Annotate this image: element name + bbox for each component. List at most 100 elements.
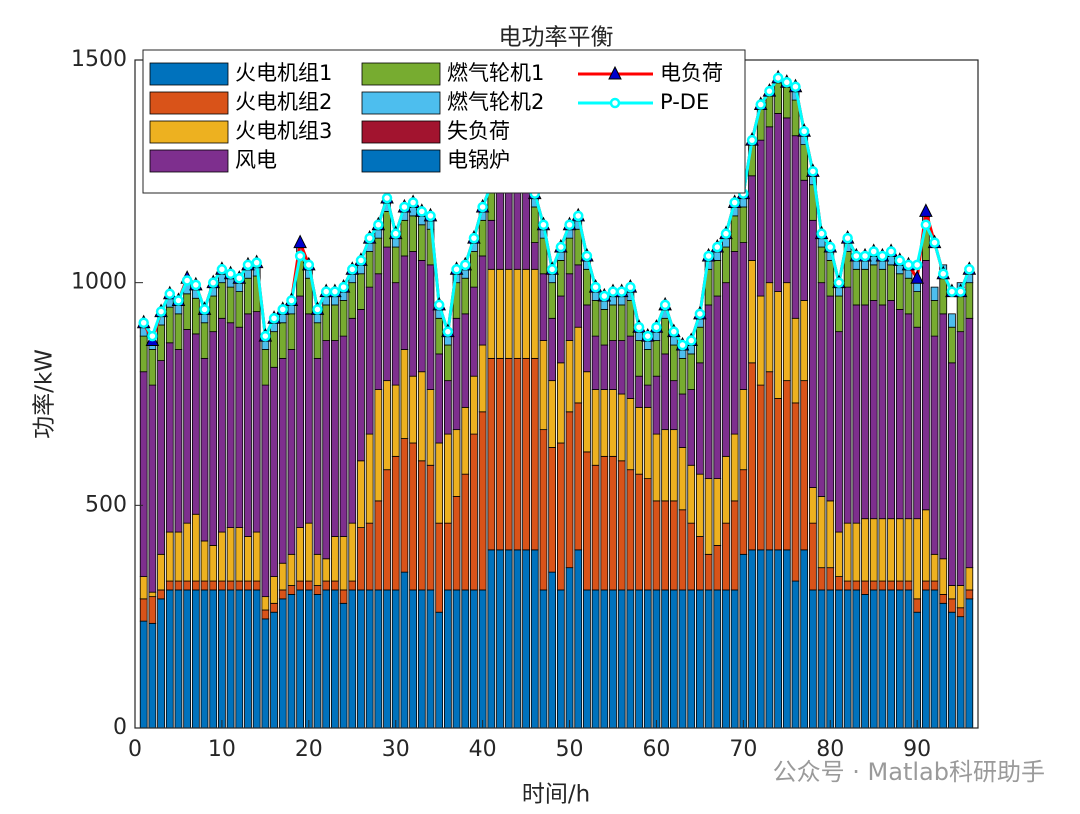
bar-segment [635, 406, 643, 475]
bar-segment [252, 589, 261, 729]
x-tick-label: 40 [469, 737, 497, 762]
bar-segment [826, 589, 835, 729]
bar-segment [956, 331, 965, 586]
bar-segment [965, 589, 974, 600]
bar-segment [609, 389, 617, 457]
marker [685, 335, 697, 346]
bar-segment [139, 371, 148, 577]
bar-segment [809, 219, 817, 488]
marker [764, 85, 775, 97]
bar-segment [435, 522, 444, 613]
marker [216, 264, 228, 275]
bar-segment [244, 536, 252, 582]
bar-segment [791, 135, 800, 319]
bar-segment [200, 357, 209, 542]
bar-segment [956, 585, 965, 609]
bar-segment [843, 522, 852, 582]
bar-segment [270, 366, 278, 577]
marker [425, 210, 436, 222]
bar-segment [443, 433, 452, 524]
bar-segment [157, 553, 165, 591]
marker [712, 241, 723, 253]
bar-segment [304, 313, 313, 524]
bar-segment [183, 580, 192, 591]
bar-segment [183, 589, 192, 729]
bar-segment [365, 522, 374, 591]
marker [599, 290, 610, 302]
bar-segment [835, 576, 843, 591]
bar-segment [461, 473, 470, 591]
bar-segment [522, 357, 530, 551]
bar-segment [313, 322, 322, 359]
bar-segment [574, 549, 583, 729]
bar-segment [678, 509, 687, 591]
bar-segment [861, 594, 869, 729]
bar-segment [556, 259, 565, 297]
bar-segment [391, 282, 400, 386]
bar-segment [278, 562, 287, 591]
legend-swatch [361, 149, 441, 173]
bar-segment [739, 469, 748, 555]
bar-segment [296, 589, 305, 729]
bar-segment [930, 553, 939, 582]
bar-segment [852, 268, 861, 306]
bar-segment [869, 589, 878, 729]
bar-segment [357, 273, 365, 310]
bar-segment [583, 451, 591, 591]
bar-segment [391, 455, 400, 591]
x-tick-label: 80 [816, 737, 844, 762]
bar-segment [696, 362, 704, 475]
marker [851, 250, 862, 262]
bar-segment [191, 513, 200, 582]
bar-segment [409, 589, 417, 729]
bar-segment [157, 324, 165, 361]
bar-segment [348, 522, 357, 582]
bar-segment [617, 460, 626, 591]
bar-segment [887, 518, 895, 582]
bar-segment [661, 589, 670, 729]
marker [868, 246, 879, 257]
bar-segment [452, 496, 461, 591]
marker [373, 219, 384, 231]
bar-segment [409, 375, 417, 444]
bar-segment [913, 518, 922, 600]
bar-segment [826, 295, 835, 502]
bar-segment [513, 357, 522, 551]
marker [677, 339, 688, 351]
bar-segment [800, 144, 809, 181]
bar-segment [548, 447, 557, 573]
bar-segment [235, 326, 244, 529]
bar-segment [600, 455, 609, 591]
bar-segment [313, 553, 322, 586]
legend-swatch [361, 91, 441, 115]
marker [668, 326, 680, 337]
marker [825, 241, 836, 253]
bar-segment [487, 219, 496, 270]
bar-segment [139, 620, 148, 729]
bar-segment [704, 478, 713, 555]
bar-segment [357, 589, 365, 729]
bar-segment [339, 589, 348, 604]
legend-label: 燃气轮机1 [447, 61, 544, 85]
x-tick-label: 10 [208, 737, 236, 762]
bar-segment [226, 322, 235, 529]
marker [581, 250, 593, 262]
bar-segment [157, 360, 165, 555]
legend-swatch [149, 62, 229, 86]
marker [937, 268, 949, 280]
bar-segment [278, 598, 287, 729]
legend-marker [609, 97, 621, 109]
bar-segment [443, 589, 452, 729]
bar-segment [191, 580, 200, 591]
marker [260, 330, 271, 342]
marker [277, 304, 288, 315]
x-tick-label: 20 [295, 737, 323, 762]
bar-segment [713, 295, 722, 480]
bar-segment [391, 246, 400, 284]
bar-segment [782, 380, 791, 551]
bar-segment [417, 259, 426, 373]
marker [364, 232, 375, 244]
bar-segment [331, 304, 339, 341]
bar-segment [530, 242, 539, 270]
bar-segment [730, 500, 739, 591]
